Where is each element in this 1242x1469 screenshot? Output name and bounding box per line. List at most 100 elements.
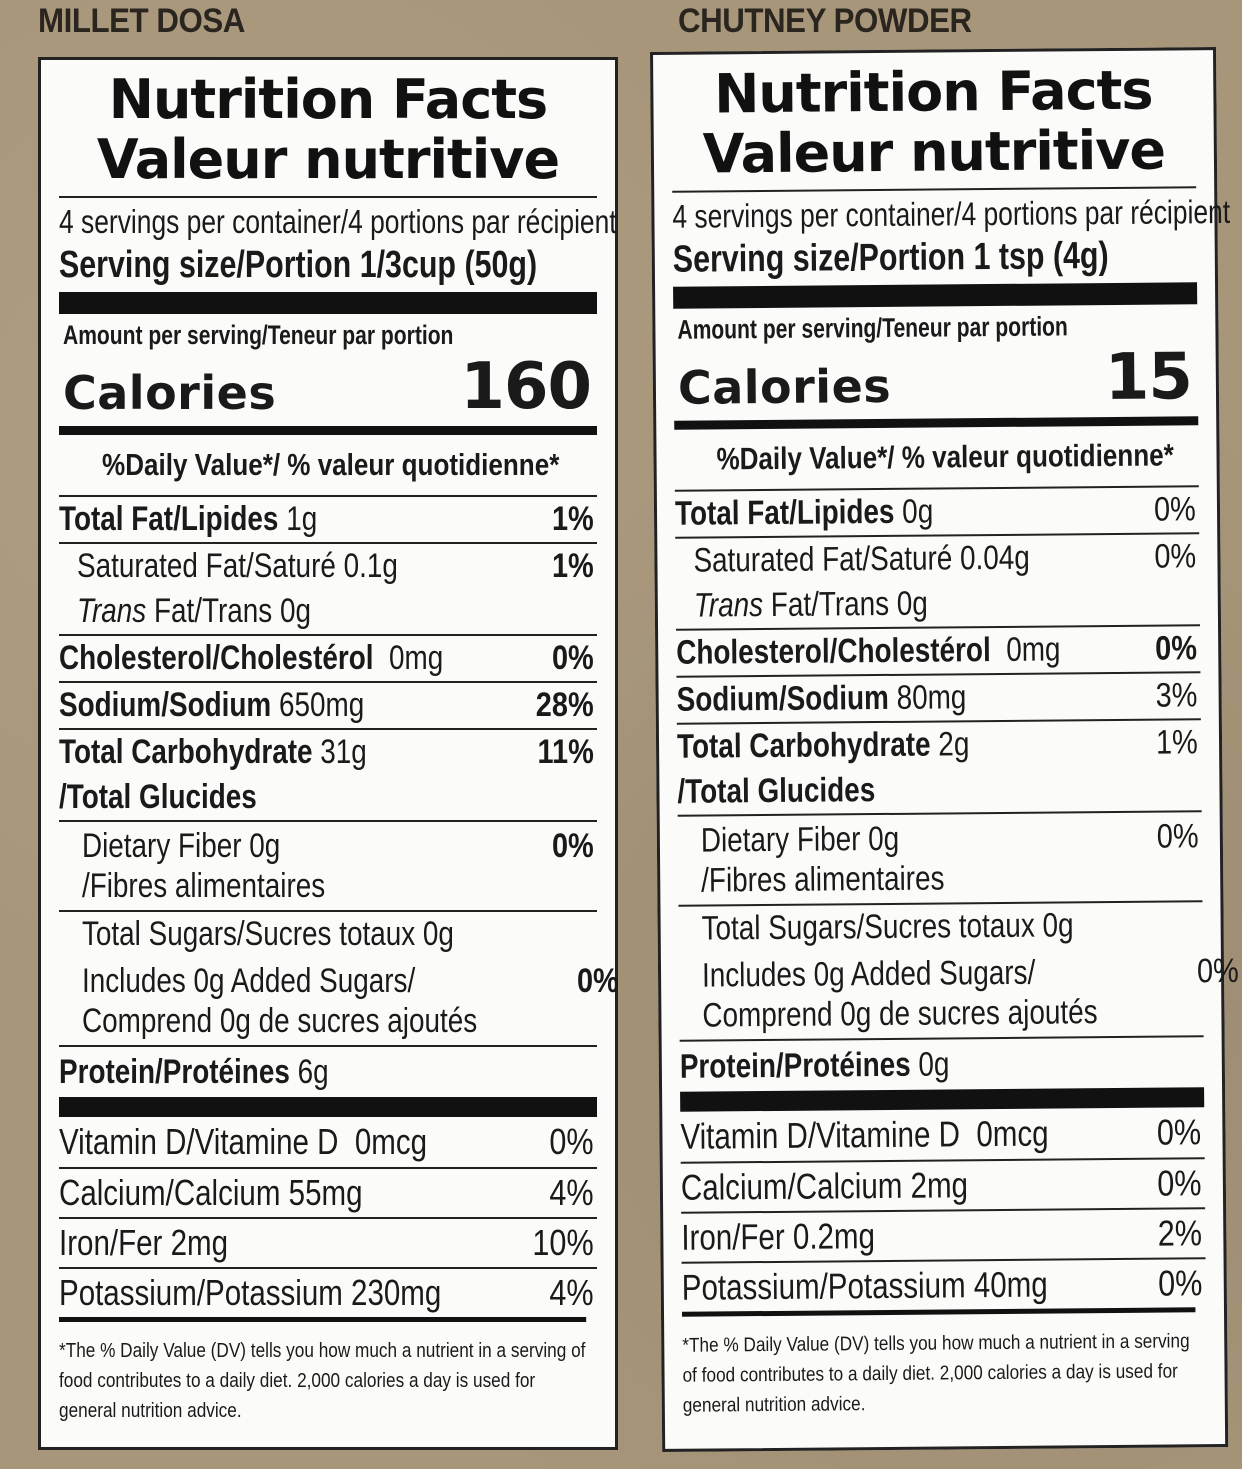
nutrient-name-fr: /Fibres alimentaires [81, 867, 326, 905]
nutrient-name: Vitamin D/Vitamine D [59, 1121, 339, 1162]
nutrient-name-fr: /Total Glucides [677, 771, 876, 811]
row-trans-fat: Trans Fat/Trans 0g [676, 579, 1200, 629]
row-saturated-fat: Saturated Fat/Saturé 0.04g 0% [675, 532, 1200, 584]
nutrient-percent: 0% [576, 962, 619, 1000]
nutrient-percent: 0% [1156, 817, 1199, 856]
row-total-carbohydrate: Total Carbohydrate 2g 1% [676, 718, 1202, 770]
nutrient-percent: 1% [1155, 723, 1198, 762]
row-calcium: Calcium/Calcium 2mg 0% [680, 1157, 1206, 1212]
row-calcium: Calcium/Calcium 55mg 4% [59, 1167, 597, 1217]
row-trans-fat: Trans Fat/Trans 0g [59, 589, 597, 634]
nutrient-amount: 1g [286, 500, 318, 538]
nutrient-amount: 40mg [973, 1263, 1048, 1306]
row-dietary-fiber: Dietary Fiber 0g/Fibres alimentaires 0% [59, 820, 597, 910]
nutrient-name: Sodium/Sodium [676, 678, 890, 719]
nutrient-percent: 10% [532, 1222, 594, 1263]
nutrient-percent: 0% [1196, 951, 1239, 991]
row-dietary-fiber: Dietary Fiber 0g/Fibres alimentaires 0% [677, 810, 1203, 905]
nutrient-name: Iron/Fer [681, 1215, 785, 1258]
nutrient-name: Protein/Protéines [59, 1053, 290, 1091]
serving-size: Serving size/Portion 1 tsp (4g) [672, 235, 1109, 281]
nutrient-percent: 0% [1154, 629, 1197, 668]
nutrient-percent: 28% [535, 686, 594, 724]
nutrient-amount: 0g [918, 1045, 950, 1084]
servings-per-container: 4 servings per container/4 portions par … [59, 203, 617, 240]
nutrient-name: Vitamin D/Vitamine D [680, 1113, 961, 1157]
nutrient-amount: 6g [297, 1053, 329, 1091]
nutrient-amount: 0mg [388, 639, 444, 677]
nutrient-amount: 0g [280, 592, 312, 630]
nutrient-amount: 55mg [288, 1172, 363, 1213]
nutrient-name-fr: /Total Glucides [59, 778, 257, 816]
row-protein: Protein/Protéines 6g [59, 1045, 597, 1097]
nutrient-name: Protein/Protéines [679, 1045, 911, 1086]
nutrient-amount: 0g [249, 827, 281, 865]
trans-italic: Trans [693, 586, 764, 625]
amount-per-serving: Amount per serving/Teneur par portion [677, 311, 1068, 345]
daily-value-header: %Daily Value*/ % valeur quotidienne* [716, 437, 1174, 477]
row-vitamin-d: Vitamin D/Vitamine D 0mcg 0% [680, 1107, 1204, 1162]
nutrient-percent: 0% [1157, 1162, 1202, 1204]
trans-italic: Trans [77, 592, 147, 630]
nutrient-percent: 0% [1154, 537, 1197, 576]
nutrient-name: Cholesterol/Cholestérol [59, 639, 374, 677]
daily-value-footnote: *The % Daily Value (DV) tells you how mu… [681, 1307, 1197, 1421]
row-vitamin-d: Vitamin D/Vitamine D 0mcg 0% [59, 1117, 597, 1167]
nutrient-amount: 230mg [351, 1272, 442, 1313]
nutrient-name: Potassium/Potassium [681, 1264, 966, 1308]
row-protein: Protein/Protéines 0g [679, 1035, 1205, 1092]
title-french: Valeur nutritive [96, 128, 560, 191]
row-cholesterol: Cholesterol/Cholestérol 0mg 0% [676, 624, 1201, 676]
nutrient-percent: 1% [551, 500, 594, 538]
row-total-carbohydrate: Total Carbohydrate 31g 11% [59, 728, 597, 775]
nutrient-percent: 4% [549, 1172, 594, 1213]
calories-block: Amount per serving/Teneur par portion Ca… [59, 314, 597, 426]
servings-per-container: 4 servings per container/4 portions par … [672, 192, 1231, 235]
row-total-sugars: Total Sugars/Sucres totaux 0g [678, 900, 1203, 952]
nutrient-amount: 0mcg [354, 1121, 428, 1162]
label-title: Nutrition Facts Valeur nutritive [59, 70, 597, 190]
label-title: Nutrition Facts Valeur nutritive [671, 58, 1196, 186]
nutrient-amount: 31g [320, 733, 367, 771]
nutrient-percent: 0% [551, 639, 594, 677]
nutrient-name: Calcium/Calcium [59, 1172, 281, 1213]
nutrient-percent: 4% [549, 1272, 594, 1313]
nutrient-name: Calcium/Calcium [680, 1164, 903, 1208]
nutrient-name: Total Carbohydrate [59, 733, 313, 771]
daily-value-footnote: *The % Daily Value (DV) tells you how mu… [59, 1317, 587, 1426]
title-english: Nutrition Facts [108, 68, 548, 131]
calories-value: 15 [1104, 340, 1193, 416]
row-sodium: Sodium/Sodium 80mg 3% [676, 671, 1201, 723]
nutrient-name: Fat/Trans [153, 592, 273, 630]
nutrient-amount: 80mg [896, 678, 967, 717]
title-english: Nutrition Facts [713, 58, 1153, 126]
nutrient-name-fr: /Fibres alimentaires [701, 859, 945, 900]
row-iron: Iron/Fer 0.2mg 2% [681, 1207, 1206, 1262]
calories-block: Amount per serving/Teneur par portion Ca… [673, 304, 1198, 421]
nutrition-label-left: Nutrition Facts Valeur nutritive 4 servi… [38, 57, 619, 1450]
nutrient-amount: 2g [938, 725, 970, 764]
nutrient-amount: 0.04g [959, 538, 1030, 578]
nutrient-amount: 0g [868, 819, 900, 859]
row-cholesterol: Cholesterol/Cholestérol 0mg 0% [59, 634, 597, 681]
nutrient-name: Total Sugars/Sucres totaux 0g [701, 906, 1074, 948]
row-total-fat: Total Fat/Lipides 0g 0% [674, 485, 1200, 537]
row-total-fat: Total Fat/Lipides 1g 1% [59, 495, 597, 542]
row-added-sugars: Includes 0g Added Sugars/Comprend 0g de … [59, 957, 619, 1045]
nutrient-name: Fat/Trans [770, 584, 890, 624]
nutrient-name: Total Carbohydrate [676, 725, 931, 766]
nutrient-amount: 0mcg [976, 1112, 1049, 1155]
nutrient-amount: 2mg [910, 1164, 969, 1206]
added-sugars-fr: Comprend 0g de sucres ajoutés [702, 993, 1098, 1035]
nutrient-amount: 2mg [170, 1222, 228, 1263]
row-potassium: Potassium/Potassium 40mg 0% [681, 1257, 1206, 1312]
row-total-glucides: /Total Glucides [677, 765, 1201, 815]
nutrient-name: Total Fat/Lipides [59, 500, 279, 538]
amount-per-serving: Amount per serving/Teneur par portion [63, 320, 454, 350]
added-sugars-fr: Comprend 0g de sucres ajoutés [81, 1002, 478, 1040]
row-saturated-fat: Saturated Fat/Saturé 0.1g 1% [59, 542, 597, 589]
nutrient-amount: 0.2mg [792, 1215, 876, 1257]
nutrient-name: Total Fat/Lipides [674, 492, 895, 533]
row-iron: Iron/Fer 2mg 10% [59, 1217, 597, 1267]
nutrient-percent: 0% [551, 827, 594, 865]
